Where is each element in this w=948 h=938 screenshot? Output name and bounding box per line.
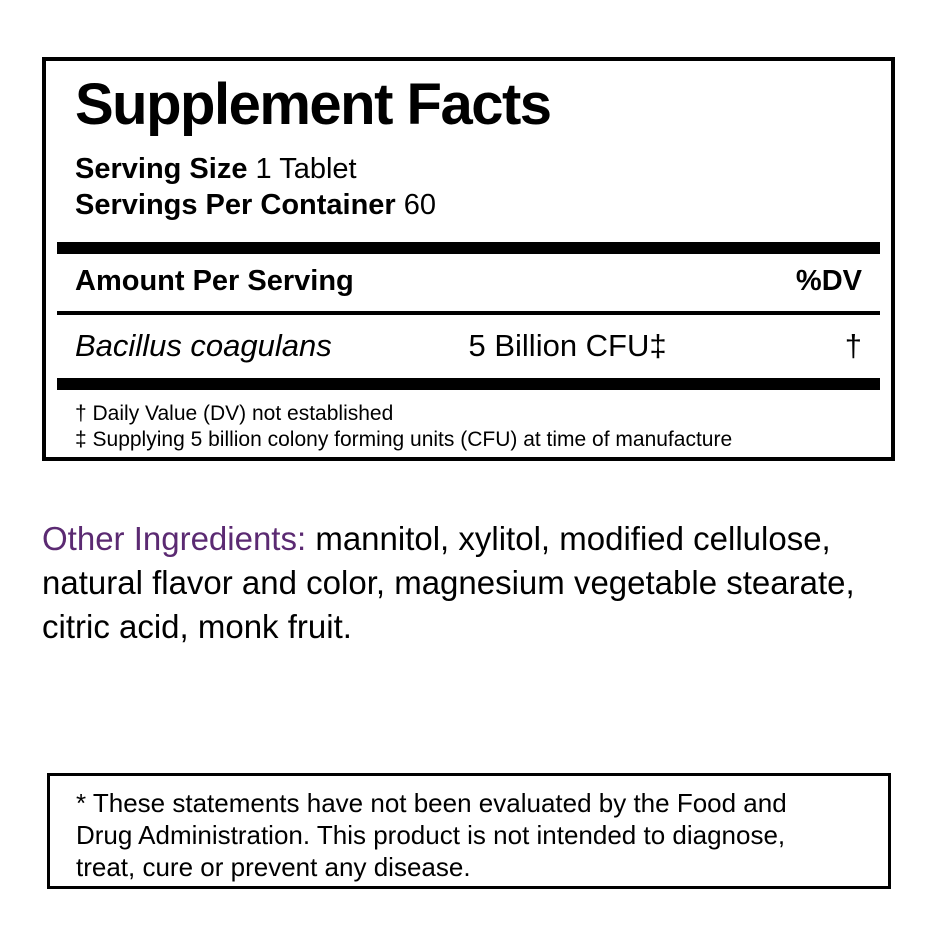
divider-bar-bottom [57, 378, 880, 391]
supplement-facts-title: Supplement Facts [75, 72, 552, 137]
percent-dv-header: %DV [795, 265, 862, 298]
other-ingredients-line-2: natural flavor and color, magnesium vege… [42, 564, 855, 601]
disclaimer-line-3: treat, cure or prevent any disease. [76, 852, 471, 882]
footnote-cfu: ‡ Supplying 5 billion colony forming uni… [75, 428, 733, 452]
other-ingredients-line-1-rest: mannitol, xylitol, modified cellulose, [306, 520, 831, 557]
facts-footnotes: † Daily Value (DV) not established ‡ Sup… [57, 390, 880, 453]
serving-size-line: Serving Size 1 Tablet [57, 151, 880, 187]
ingredient-dv-value: † [844, 328, 862, 364]
servings-per-container-line: Servings Per Container 60 [57, 187, 880, 223]
fda-disclaimer-box: * These statements have not been evaluat… [47, 773, 891, 889]
amount-per-serving-header: Amount Per Serving [75, 265, 354, 298]
divider-bar-top [57, 242, 880, 255]
other-ingredients-paragraph: Other Ingredients: mannitol, xylitol, mo… [42, 517, 922, 649]
footnote-daily-value: † Daily Value (DV) not established [75, 402, 394, 426]
facts-column-headers: Amount Per Serving %DV [57, 254, 880, 311]
table-row: Bacillus coagulans 5 Billion CFU‡ † [57, 315, 880, 378]
other-ingredients-line-1: Other Ingredients: mannitol, xylitol, mo… [42, 517, 922, 561]
disclaimer-line-2: Drug Administration. This product is not… [76, 820, 786, 850]
divider-rule-medium [57, 311, 880, 316]
ingredient-amount: 5 Billion CFU‡ [468, 328, 667, 364]
ingredient-name: Bacillus coagulans [75, 328, 332, 364]
servings-per-container-value: 60 [403, 189, 437, 222]
supplement-facts-panel: Supplement Facts Serving Size 1 Tablet S… [42, 57, 895, 461]
other-ingredients-line-3: citric acid, monk fruit. [42, 608, 352, 645]
serving-size-value: 1 Tablet [255, 153, 357, 186]
serving-size-label: Serving Size [75, 153, 248, 186]
servings-per-container-label: Servings Per Container [75, 189, 396, 222]
disclaimer-line-1: * These statements have not been evaluat… [76, 788, 787, 818]
other-ingredients-label: Other Ingredients: [42, 520, 307, 557]
